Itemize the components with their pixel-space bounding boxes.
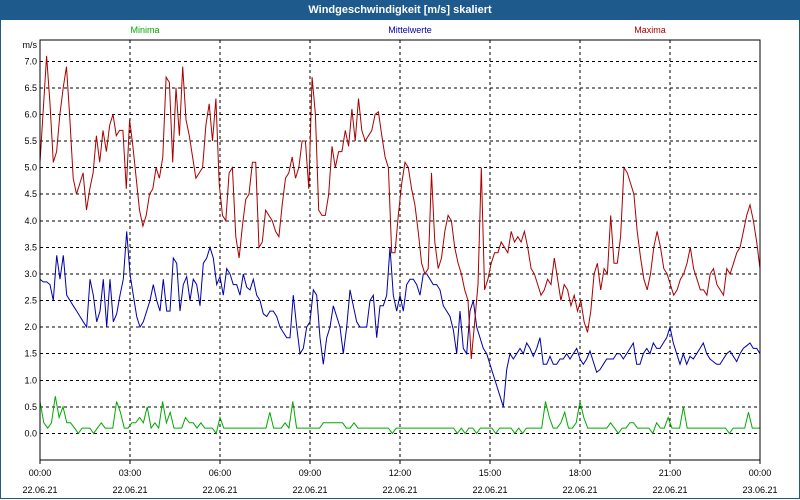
series-line-minima xyxy=(39,396,760,435)
y-tick-label: 6.0 xyxy=(24,109,37,119)
x-tick-date-label: 22.06.21 xyxy=(382,485,417,495)
plot-frame xyxy=(39,39,761,461)
chart-title: Windgeschwindigkeit [m/s] skaliert xyxy=(0,0,800,20)
y-tick-label: 6.5 xyxy=(24,83,37,93)
y-tick-label: 1.0 xyxy=(24,375,37,385)
grid-lines xyxy=(40,40,760,460)
x-tick-time-label: 06:00 xyxy=(209,468,232,478)
y-tick-label: 4.5 xyxy=(24,189,37,199)
series-line-maxima xyxy=(39,55,761,360)
x-tick-time-label: 00:00 xyxy=(29,468,52,478)
y-tick-label: 5.0 xyxy=(24,163,37,173)
x-tick-time-label: 09:00 xyxy=(299,468,322,478)
x-tick-time-label: 21:00 xyxy=(659,468,682,478)
x-tick-date-label: 22.06.21 xyxy=(22,485,57,495)
axes xyxy=(39,39,761,464)
y-tick-label: 3.5 xyxy=(24,242,37,252)
legend-mittelwerte: Mittelwerte xyxy=(388,25,432,35)
legend: Minima Mittelwerte Maxima xyxy=(130,25,665,35)
y-tick-label: 0.5 xyxy=(24,402,37,412)
y-tick-label: 2.0 xyxy=(24,322,37,332)
x-tick-date-label: 22.06.21 xyxy=(562,485,597,495)
x-tick-time-label: 00:00 xyxy=(749,468,772,478)
x-tick-date-label: 22.06.21 xyxy=(472,485,507,495)
series-line-mittelwerte xyxy=(39,231,761,407)
x-tick-time-label: 15:00 xyxy=(479,468,502,478)
series-lines xyxy=(39,55,761,435)
legend-minima: Minima xyxy=(130,25,159,35)
x-tick-date-label: 23.06.21 xyxy=(742,485,777,495)
y-tick-label: 7.0 xyxy=(24,56,37,66)
y-tick-label: 2.5 xyxy=(24,296,37,306)
x-tick-time-label: 12:00 xyxy=(389,468,412,478)
x-tick-date-label: 22.06.21 xyxy=(112,485,147,495)
axis-labels: 0.0 0.5 1.0 1.5 2.0 2.5 3.0 3.5 4.0 4.5 5.0 5.5 6.0 6… xyxy=(22,40,777,495)
legend-maxima: Maxima xyxy=(634,25,666,35)
x-tick-date-label: 22.06.21 xyxy=(652,485,687,495)
x-tick-time-label: 03:00 xyxy=(119,468,142,478)
y-tick-label: 3.0 xyxy=(24,269,37,279)
y-tick-label: 0.0 xyxy=(24,428,37,438)
x-tick-time-label: 18:00 xyxy=(569,468,592,478)
y-tick-label: 5.5 xyxy=(24,136,37,146)
y-tick-label: 4.0 xyxy=(24,216,37,226)
x-tick-date-label: 22.06.21 xyxy=(202,485,237,495)
y-tick-label: 1.5 xyxy=(24,349,37,359)
x-tick-date-label: 22.06.21 xyxy=(292,485,327,495)
y-axis-label: m/s xyxy=(23,40,38,50)
